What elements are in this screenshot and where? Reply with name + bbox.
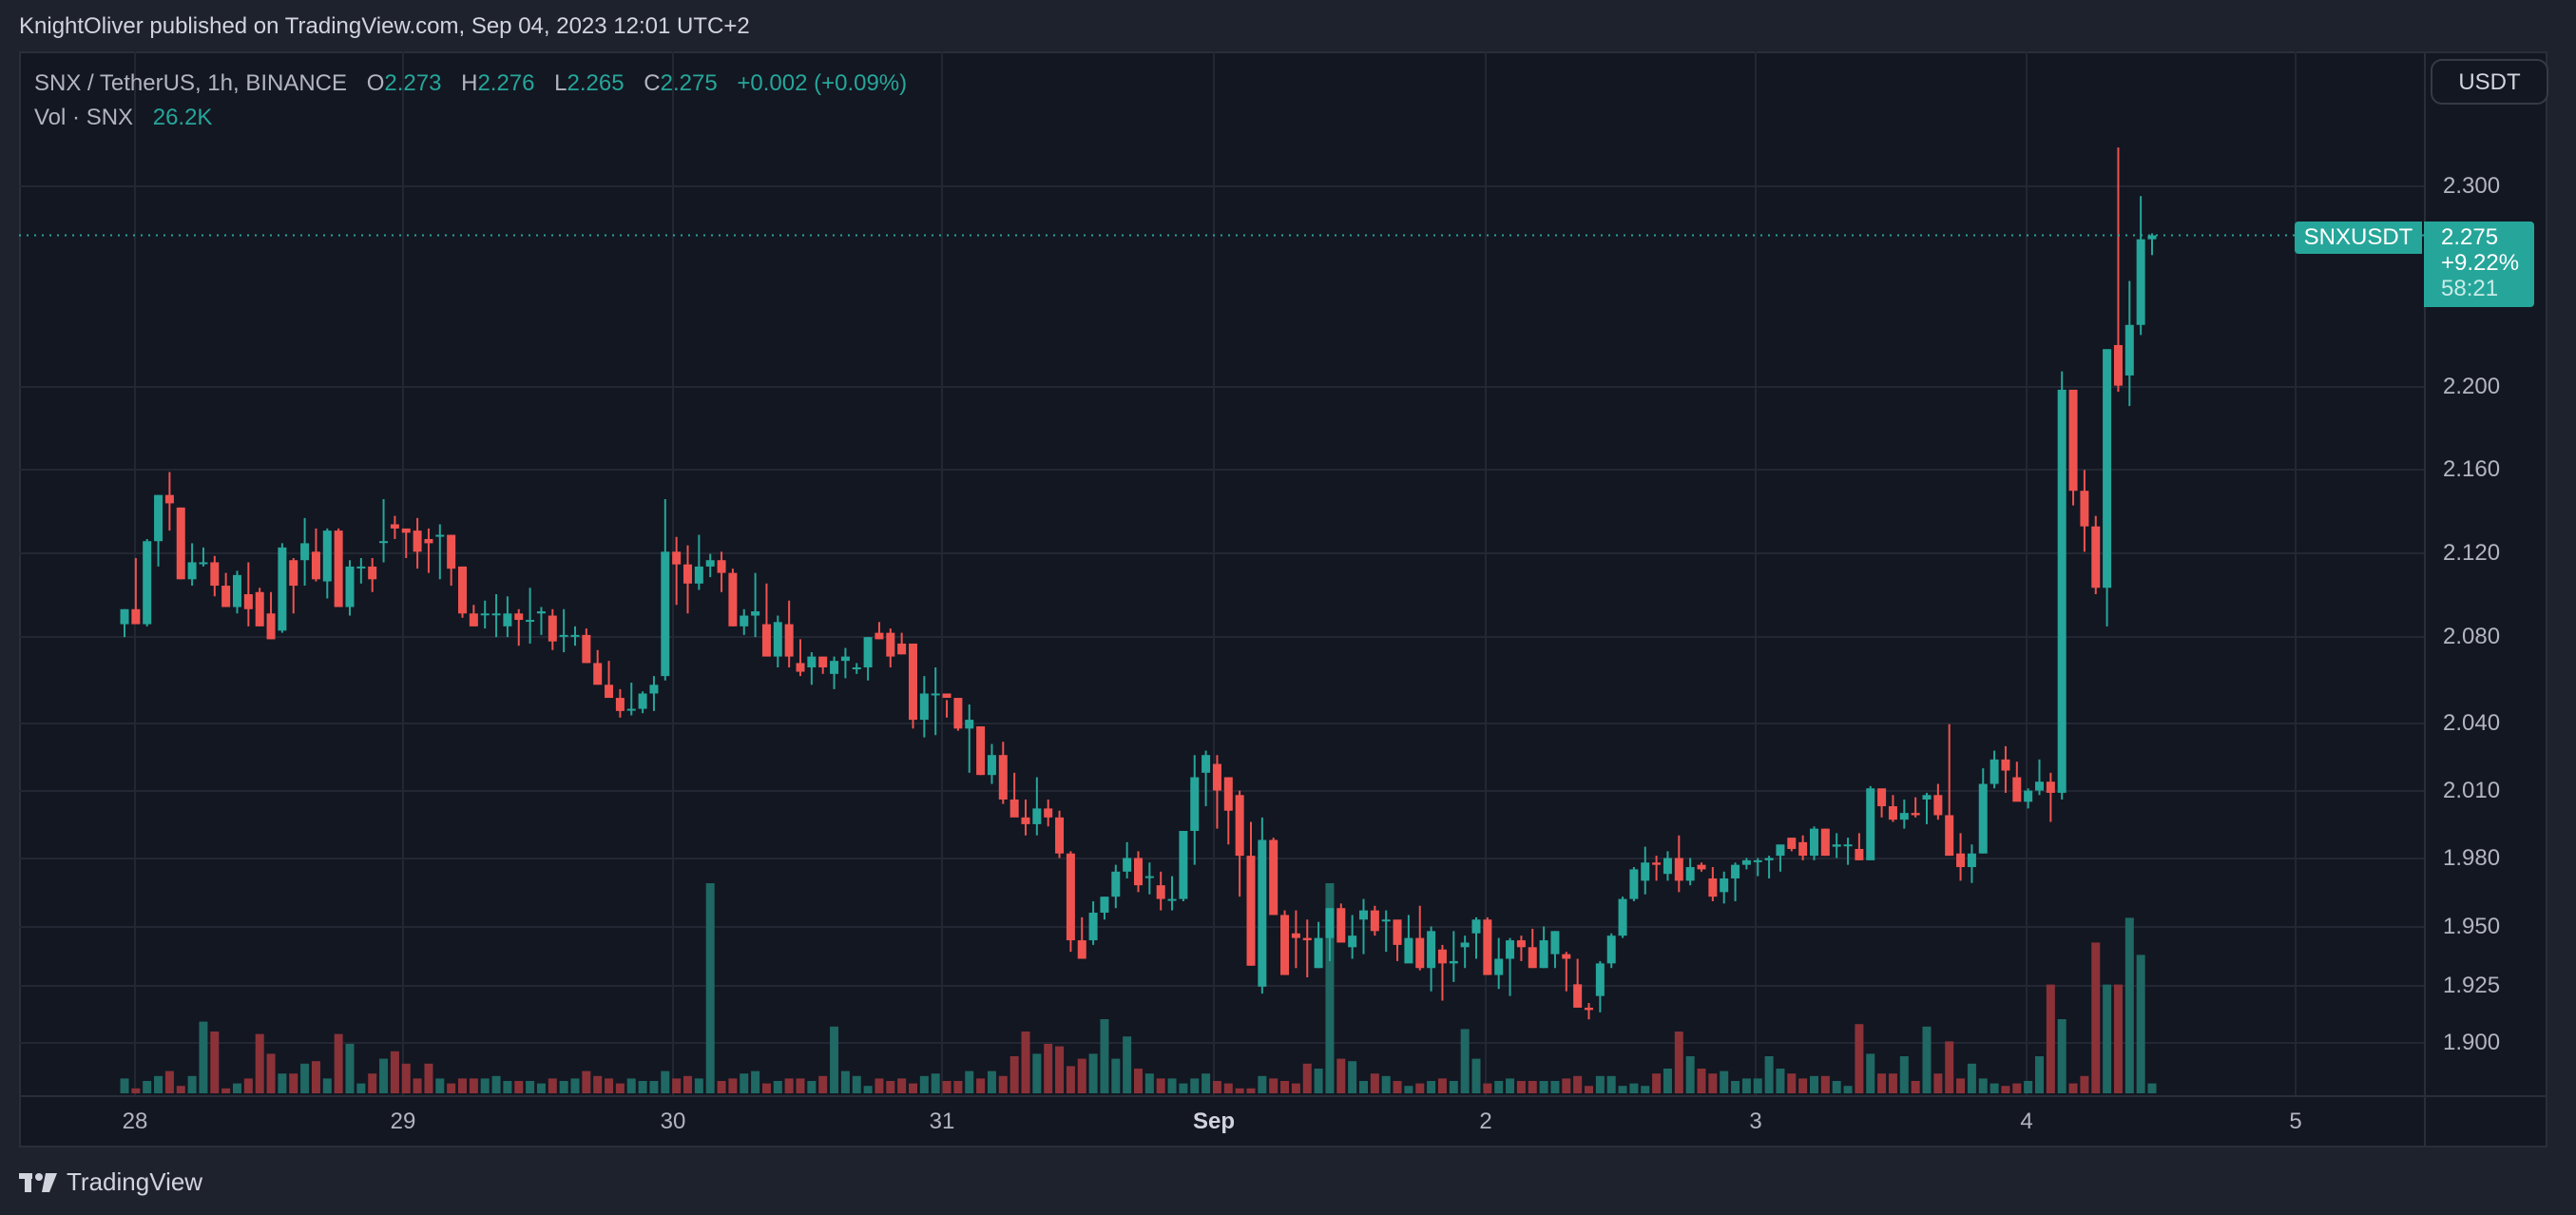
axis-corner (2424, 1095, 2547, 1148)
price-tick: 2.010 (2443, 778, 2501, 803)
logo-text: TradingView (67, 1167, 203, 1196)
ohlc-row: SNX / TetherUS, 1h, BINANCE O2.273 H2.27… (34, 67, 907, 101)
change-value: +0.002 (+0.09%) (737, 70, 908, 96)
publish-info: KnightOliver published on TradingView.co… (19, 13, 750, 39)
date-tick: 4 (2020, 1109, 2033, 1134)
date-tick: 3 (1749, 1109, 1762, 1134)
volume-row: Vol · SNX 26.2K (34, 101, 907, 135)
price-tick: 1.900 (2443, 1030, 2501, 1055)
high-label: H (461, 70, 478, 96)
price-tick: 1.980 (2443, 845, 2501, 871)
candle-countdown: 58:21 (2441, 276, 2499, 301)
last-price-tag: 2.275 +9.22% 58:21 (2424, 222, 2534, 307)
close-value: 2.275 (660, 70, 718, 96)
tradingview-logo-icon (19, 1171, 59, 1194)
volume-label[interactable]: Vol · SNX (34, 105, 134, 130)
open-label: O (366, 70, 385, 96)
open-value: 2.273 (384, 70, 442, 96)
candlestick-chart[interactable] (19, 51, 2424, 1097)
date-tick: 30 (660, 1109, 686, 1134)
symbol-price-tag: SNXUSDT (2295, 222, 2422, 254)
last-price-value: 2.275 (2441, 224, 2499, 250)
symbol-title[interactable]: SNX / TetherUS, 1h, BINANCE (34, 70, 348, 96)
price-tick: 2.120 (2443, 540, 2501, 566)
price-tick: 2.080 (2443, 624, 2501, 649)
chart-legend: SNX / TetherUS, 1h, BINANCE O2.273 H2.27… (34, 67, 907, 135)
time-axis[interactable] (19, 1095, 2424, 1148)
low-label: L (554, 70, 567, 96)
close-label: C (644, 70, 661, 96)
tradingview-logo[interactable]: TradingView (19, 1167, 202, 1197)
volume-value: 26.2K (152, 105, 213, 130)
date-tick: 28 (122, 1109, 148, 1134)
price-tick: 1.925 (2443, 973, 2501, 998)
price-tick: 2.300 (2443, 173, 2501, 199)
date-tick: 29 (390, 1109, 416, 1134)
date-tick: 5 (2289, 1109, 2302, 1134)
price-tick: 2.160 (2443, 456, 2501, 482)
high-value: 2.276 (477, 70, 535, 96)
currency-button[interactable]: USDT (2431, 59, 2548, 105)
chart-pane[interactable] (19, 51, 2424, 1097)
date-tick: 31 (929, 1109, 955, 1134)
price-tick: 1.950 (2443, 914, 2501, 939)
price-tick: 2.040 (2443, 710, 2501, 736)
price-axis[interactable] (2424, 51, 2547, 1097)
date-tick: Sep (1192, 1109, 1236, 1134)
last-price-change: +9.22% (2441, 250, 2520, 276)
price-tick: 2.200 (2443, 374, 2501, 399)
date-tick: 2 (1479, 1109, 1492, 1134)
low-value: 2.265 (567, 70, 625, 96)
